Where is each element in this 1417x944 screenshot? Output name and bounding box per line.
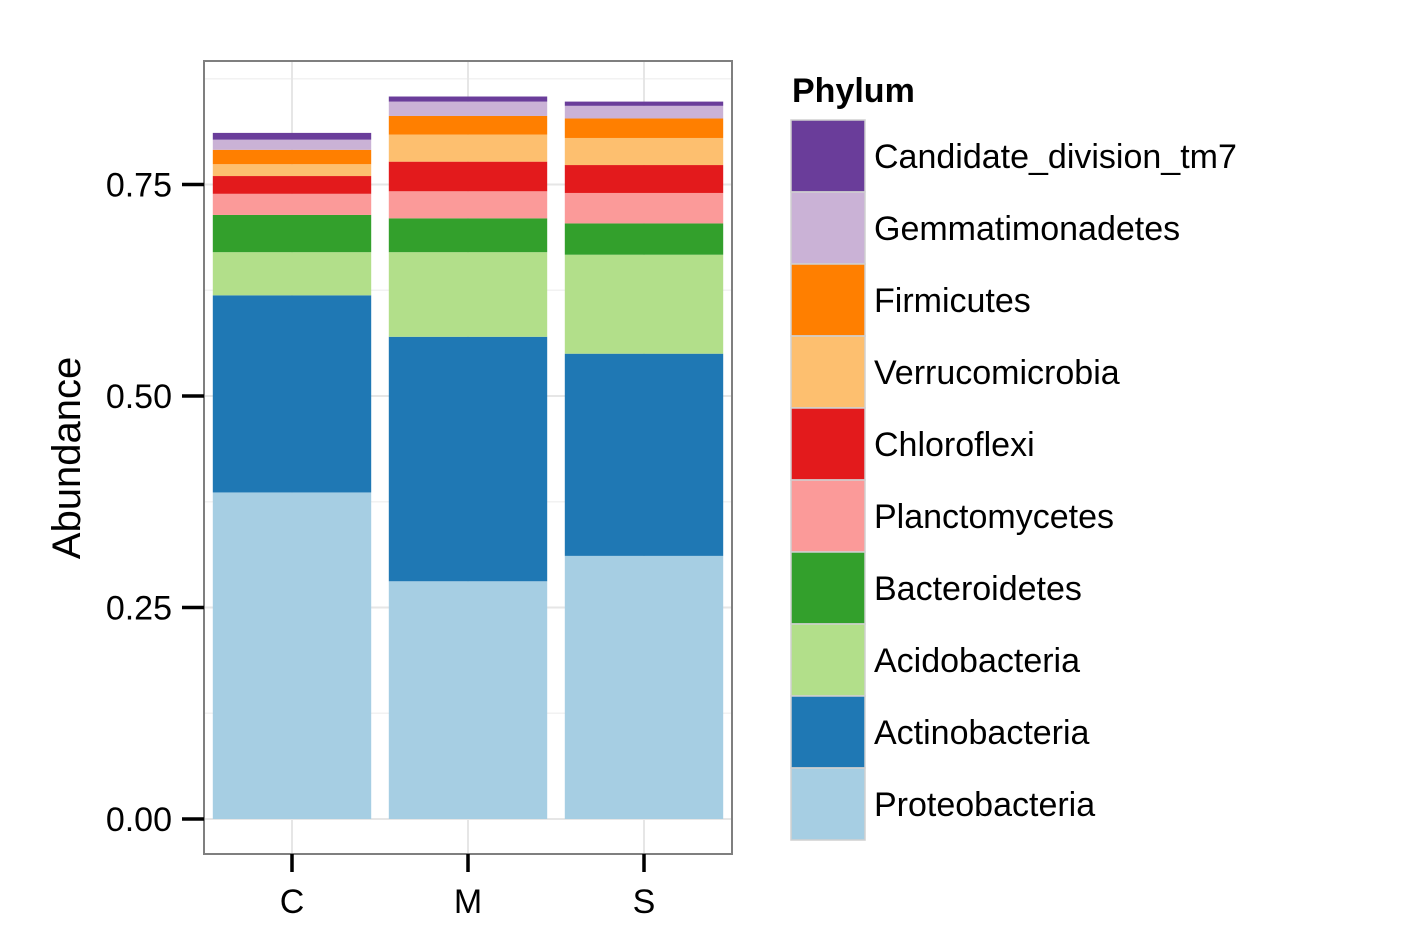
legend-key-candidate-division-tm7 <box>790 119 866 193</box>
bar-segment-S-proteobacteria <box>564 555 724 819</box>
legend-label: Candidate_division_tm7 <box>874 138 1237 176</box>
legend-label: Planctomycetes <box>874 498 1114 536</box>
bar-segment-S-actinobacteria <box>564 353 724 556</box>
bar-segment-S-firmicutes <box>564 118 724 138</box>
bar-segment-M-acidobacteria <box>388 252 548 337</box>
legend-key-proteobacteria <box>790 767 866 841</box>
y-tick-label: 0.75 <box>106 167 172 205</box>
legend-label: Firmicutes <box>874 282 1031 320</box>
bar-segment-C-firmicutes <box>212 149 372 165</box>
legend-label: Bacteroidetes <box>874 570 1082 608</box>
bar-segment-S-chloroflexi <box>564 165 724 193</box>
legend-label: Proteobacteria <box>874 786 1095 824</box>
bar-segment-M-proteobacteria <box>388 581 548 819</box>
bar-segment-M-firmicutes <box>388 115 548 135</box>
bar-segment-S-verrucomicrobia <box>564 137 724 166</box>
legend-label: Verrucomicrobia <box>874 354 1120 392</box>
bar-segment-C-actinobacteria <box>212 295 372 493</box>
bar-segment-M-chloroflexi <box>388 161 548 192</box>
bar-segment-C-acidobacteria <box>212 252 372 296</box>
legend-label: Gemmatimonadetes <box>874 210 1180 248</box>
legend-title: Phylum <box>792 72 915 110</box>
y-tick-label: 0.50 <box>106 378 172 416</box>
legend-key-acidobacteria <box>790 623 866 697</box>
x-tick-label: M <box>454 883 482 921</box>
bar-segment-M-actinobacteria <box>388 336 548 582</box>
legend-key-chloroflexi <box>790 407 866 481</box>
legend-key-verrucomicrobia <box>790 335 866 409</box>
y-tick-label: 0.00 <box>106 801 172 839</box>
y-axis-title: Abundance <box>45 357 89 559</box>
bar-segment-S-acidobacteria <box>564 254 724 354</box>
legend-key-planctomycetes <box>790 479 866 553</box>
y-tick-label: 0.25 <box>106 590 172 628</box>
bar-segment-M-verrucomicrobia <box>388 134 548 162</box>
bar-segment-C-verrucomicrobia <box>212 164 372 177</box>
bar-segment-M-gemmatimonadetes <box>388 101 548 116</box>
bar-segment-M-planctomycetes <box>388 191 548 219</box>
bar-segment-C-proteobacteria <box>212 492 372 819</box>
x-tick-label: C <box>280 883 305 921</box>
bar-segment-C-bacteroidetes <box>212 214 372 253</box>
legend-label: Chloroflexi <box>874 426 1035 464</box>
legend-label: Actinobacteria <box>874 714 1090 752</box>
bar-segment-S-gemmatimonadetes <box>564 105 724 119</box>
bar-segment-C-candidate-division-tm7 <box>212 132 372 140</box>
legend-key-firmicutes <box>790 263 866 337</box>
bar-segment-C-gemmatimonadetes <box>212 139 372 150</box>
legend-key-actinobacteria <box>790 695 866 769</box>
legend-label: Acidobacteria <box>874 642 1080 680</box>
bar-segment-S-planctomycetes <box>564 192 724 224</box>
bar-segment-M-bacteroidetes <box>388 218 548 253</box>
bar-segment-C-chloroflexi <box>212 176 372 194</box>
legend-key-gemmatimonadetes <box>790 191 866 265</box>
bar-segment-C-planctomycetes <box>212 193 372 215</box>
bar-segment-S-bacteroidetes <box>564 223 724 255</box>
bar-segment-M-candidate-division-tm7 <box>388 96 548 102</box>
x-tick-label: S <box>633 883 656 921</box>
bar-segment-S-candidate-division-tm7 <box>564 101 724 106</box>
legend-key-bacteroidetes <box>790 551 866 625</box>
